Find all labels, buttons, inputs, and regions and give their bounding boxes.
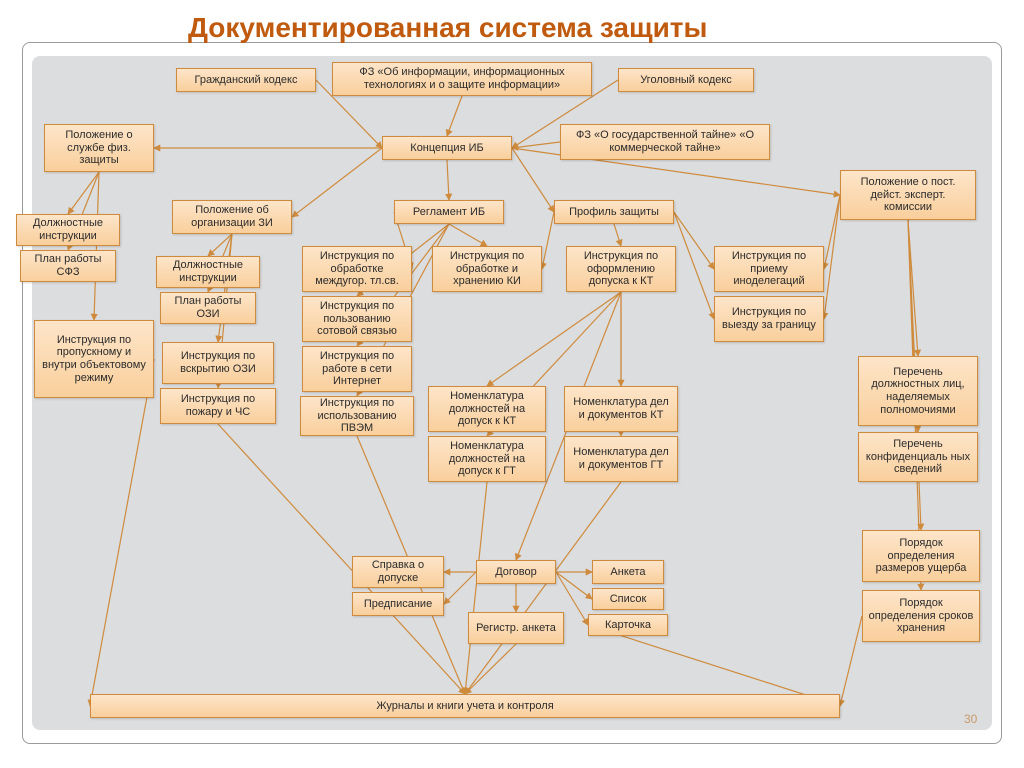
node-n_plan_sfz: План работы СФЗ (20, 250, 116, 282)
node-n_anketa: Анкета (592, 560, 664, 584)
node-n_reglib: Регламент ИБ (394, 200, 504, 224)
node-n_fire: Инструкция по пожару и ЧС (160, 388, 276, 424)
node-n_orgzi: Положение об организации ЗИ (172, 200, 292, 234)
node-n_di1: Должностные инструкции (16, 214, 120, 246)
node-n_border: Инструкция по выезду за границу (714, 296, 824, 342)
node-n_tel: Инструкция по обработке междугор. тл.св. (302, 246, 412, 292)
node-n_deldoc_gt: Номенклатура дел и документов ГТ (564, 436, 678, 482)
node-n_inodel: Инструкция по приему иноделегаций (714, 246, 824, 292)
node-n_sluzhba: Положение о службе физ. защиты (44, 124, 154, 172)
slide-number: 30 (964, 712, 977, 726)
node-n_usherb: Порядок определения размеров ущерба (862, 530, 980, 582)
node-n_spisok: Список (592, 588, 664, 610)
node-n_nom_gt: Номенклатура должностей на допуск к ГТ (428, 436, 546, 482)
node-n_expert: Положение о пост. дейст. эксперт. комисс… (840, 170, 976, 220)
node-n_propusk: Инструкция по пропускному и внутри объек… (34, 320, 154, 398)
node-n_listconf: Перечень конфиденциаль ных сведений (858, 432, 978, 482)
node-n_fzgtkt: ФЗ «О государственной тайне» «О коммерче… (560, 124, 770, 160)
node-n_fzinfo: ФЗ «Об информации, информационных технол… (332, 62, 592, 96)
node-n_pred: Предписание (352, 592, 444, 616)
node-n_crim: Уголовный кодекс (618, 68, 754, 92)
node-n_di2: Должностные инструкции (156, 256, 260, 288)
node-n_journal: Журналы и книги учета и контроля (90, 694, 840, 718)
node-n_cell: Инструкция по пользованию сотовой связью (302, 296, 412, 342)
node-n_concept: Концепция ИБ (382, 136, 512, 160)
node-n_nom_kt: Номенклатура должностей на допуск к КТ (428, 386, 546, 432)
node-n_hranki: Инструкция по обработке и хранению КИ (432, 246, 542, 292)
node-n_plan_ozi: План работы ОЗИ (160, 292, 256, 324)
node-n_inet: Инструкция по работе в сети Интернет (302, 346, 412, 392)
node-n_pvem: Инструкция по использованию ПВЭМ (300, 396, 414, 436)
node-n_reganketa: Регистр. анкета (468, 612, 564, 644)
node-n_deldoc_kt: Номенклатура дел и документов КТ (564, 386, 678, 432)
node-n_dogovor: Договор (476, 560, 556, 584)
node-n_vskr: Инструкция по вскрытию ОЗИ (162, 342, 274, 384)
node-n_civil: Гражданский кодекс (176, 68, 316, 92)
node-n_profile: Профиль защиты (554, 200, 674, 224)
diagram-stage: Документированная система защиты 30 Гражда… (0, 0, 1024, 768)
slide-title: Документированная система защиты (188, 12, 707, 44)
node-n_karta: Карточка (588, 614, 668, 636)
node-n_sprdop: Справка о допуске (352, 556, 444, 588)
node-n_listdl: Перечень должностных лиц, наделяемых пол… (858, 356, 978, 426)
node-n_srok: Порядок определения сроков хранения (862, 590, 980, 642)
node-n_dopkt: Инструкция по оформлению допуска к КТ (566, 246, 676, 292)
